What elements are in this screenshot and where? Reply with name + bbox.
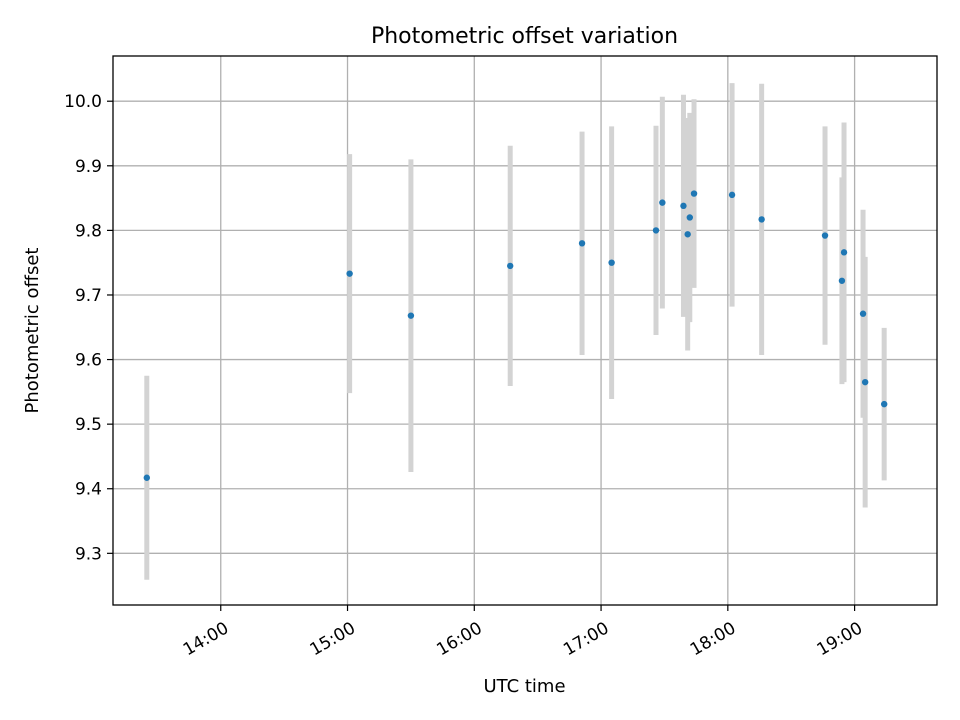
y-tick-label: 9.7 bbox=[75, 286, 102, 306]
x-tick-label: 17:00 bbox=[560, 618, 612, 660]
error-bars bbox=[144, 83, 887, 580]
chart-title: Photometric offset variation bbox=[371, 24, 678, 49]
y-tick-label: 9.5 bbox=[75, 415, 102, 435]
data-points bbox=[143, 190, 888, 481]
x-tick-label: 14:00 bbox=[180, 618, 232, 660]
y-axis-label: Photometric offset bbox=[22, 248, 43, 414]
data-point bbox=[821, 232, 829, 239]
y-axis-ticks: 9.3 9.4 9.5 9.6 9.7 9.8 9.9 10.0 bbox=[64, 92, 113, 564]
data-point bbox=[659, 199, 666, 206]
y-tick-label: 9.6 bbox=[75, 351, 102, 371]
data-point bbox=[608, 259, 615, 266]
data-point bbox=[346, 270, 353, 277]
y-tick-label: 9.9 bbox=[75, 157, 102, 177]
data-point bbox=[407, 312, 415, 319]
x-axis-ticks: 14:00 15:00 16:00 17:00 18:00 19:00 bbox=[180, 605, 866, 660]
grid bbox=[113, 56, 937, 605]
data-point bbox=[690, 190, 698, 197]
x-tick-label: 19:00 bbox=[814, 618, 866, 660]
y-tick-label: 10.0 bbox=[64, 92, 102, 112]
y-tick-label: 9.4 bbox=[75, 480, 102, 500]
data-point bbox=[840, 249, 848, 256]
data-point bbox=[861, 378, 869, 386]
y-tick-label: 9.8 bbox=[75, 221, 102, 241]
x-tick-label: 18:00 bbox=[687, 618, 739, 660]
x-tick-label: 16:00 bbox=[433, 618, 485, 660]
data-point bbox=[859, 310, 867, 317]
x-tick-label: 15:00 bbox=[307, 618, 359, 660]
data-point bbox=[680, 202, 687, 210]
x-axis-label: UTC time bbox=[483, 676, 565, 697]
data-point bbox=[838, 277, 846, 284]
data-point bbox=[578, 240, 586, 247]
data-point bbox=[686, 214, 693, 221]
plot-frame bbox=[112, 55, 938, 606]
data-point bbox=[728, 191, 736, 199]
data-point bbox=[684, 231, 691, 238]
data-point bbox=[143, 474, 151, 481]
data-point bbox=[507, 262, 514, 270]
data-point bbox=[652, 227, 660, 234]
y-tick-label: 9.3 bbox=[75, 544, 102, 564]
data-point bbox=[758, 216, 765, 223]
data-point bbox=[880, 400, 888, 408]
